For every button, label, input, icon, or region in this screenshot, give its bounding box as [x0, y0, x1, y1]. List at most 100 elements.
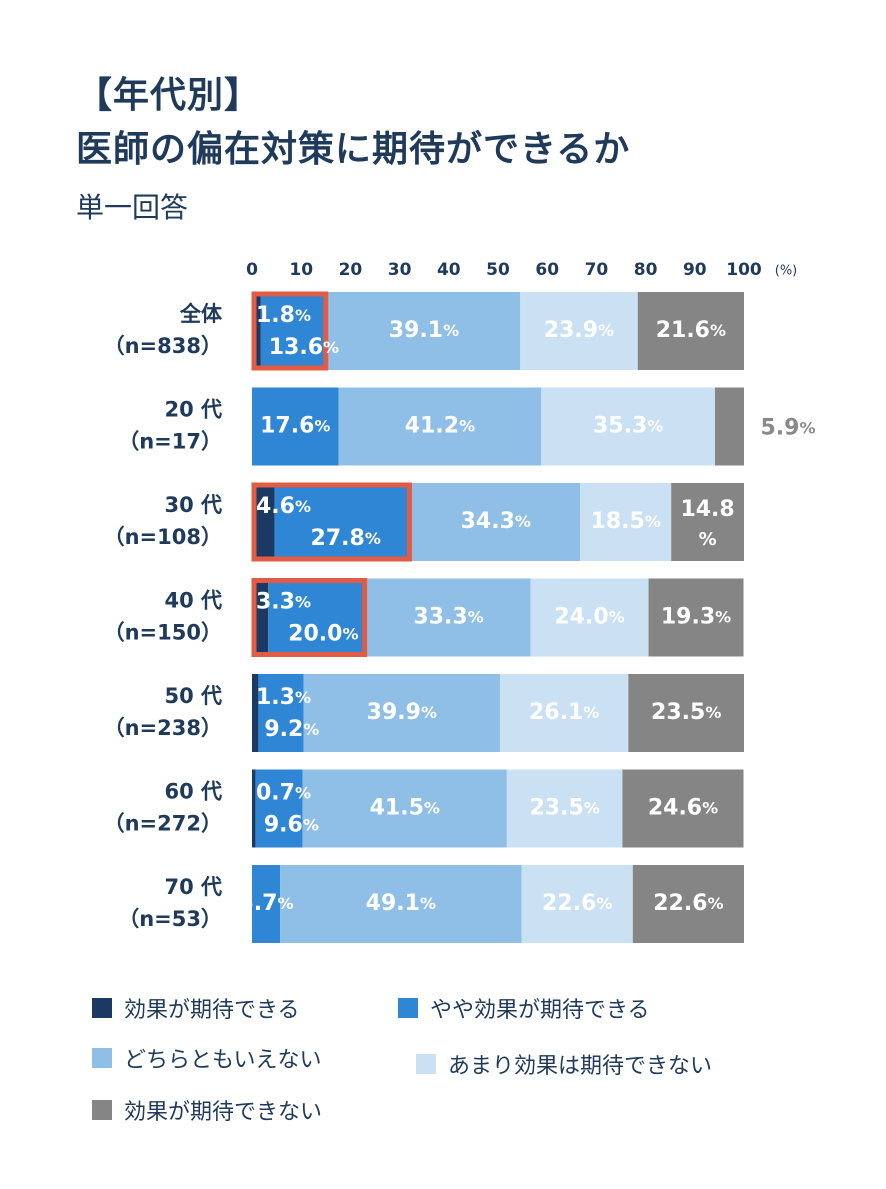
value-unit: % [645, 512, 661, 531]
value-label: 23.5% [651, 700, 721, 725]
value-unit: % [365, 529, 381, 548]
value-label: 13.6% [269, 335, 339, 360]
value-unit: % [609, 607, 625, 626]
value-unit: % [295, 592, 311, 611]
value-unit: % [314, 416, 330, 435]
value-unit: % [468, 607, 484, 626]
x-axis-unit: (%) [775, 264, 798, 279]
x-tick-label: 10 [289, 260, 313, 280]
bar-segment [520, 292, 638, 370]
value-label: 23.5% [530, 796, 600, 821]
value-unit: % [295, 306, 311, 325]
x-tick-label: 60 [535, 260, 559, 280]
value-label: 22.6% [542, 891, 612, 916]
value-unit: % [584, 798, 600, 817]
title-line-2: 医師の偏在対策に期待ができるか [76, 129, 631, 170]
value-label: 3.3% [256, 590, 311, 615]
value-unit: % [295, 497, 311, 516]
bar-segment [648, 578, 744, 657]
bar-segment [541, 387, 715, 466]
bar-segment [252, 865, 281, 943]
bar-segment [255, 769, 303, 848]
bar-segment [327, 292, 521, 370]
x-tick-label: 80 [634, 260, 658, 280]
legend-item-not-effective: 効果が期待できない [92, 1094, 322, 1126]
highlight-box [251, 291, 329, 371]
legend-label: どちらともいえない [124, 1048, 322, 1073]
category-sample-size: （n=838） [104, 334, 222, 358]
legend-swatch [416, 1054, 436, 1074]
value-unit: % [647, 416, 663, 435]
legend-item-effective: 効果が期待できる [92, 992, 300, 1024]
value-label: 49.1% [366, 891, 436, 916]
category-label: 30 代 [164, 493, 222, 517]
category-sample-size: （n=53） [118, 907, 222, 931]
value-label: 24.6% [648, 796, 718, 821]
value-unit: % [443, 321, 459, 340]
bar-segment [632, 865, 744, 943]
bar-segment [530, 578, 649, 657]
value-label: 35.3% [593, 414, 663, 439]
category-label: 50 代 [164, 684, 222, 708]
x-tick-label: 30 [388, 260, 412, 280]
category-label: 70 代 [164, 875, 222, 899]
value-label: 33.3% [413, 605, 483, 630]
value-unit: % [424, 798, 440, 817]
legend-label: 効果が期待できない [124, 1100, 323, 1125]
value-unit: % [702, 798, 718, 817]
category-label: 全体 [179, 302, 223, 326]
value-unit: % [295, 783, 311, 802]
bar-segment [714, 387, 744, 466]
value-label: 18.5% [591, 509, 661, 534]
legend-swatch [92, 998, 112, 1018]
bar-segment [521, 865, 633, 943]
value-label: 39.9% [367, 700, 437, 725]
legend-item-not-very-effective: あまり効果は期待できない [416, 1048, 712, 1080]
bar-segment [268, 578, 367, 657]
highlight-box [251, 578, 368, 657]
bar-segment [252, 674, 259, 752]
bar-segment [366, 578, 531, 657]
value-unit: % [705, 703, 721, 722]
value-unit: % [295, 688, 311, 707]
value-unit: % [515, 512, 531, 531]
legend-label: やや効果が期待できる [430, 998, 650, 1023]
value-unit: % [303, 720, 319, 739]
x-tick-label: 20 [339, 260, 363, 280]
value-label: 41.5% [370, 796, 440, 821]
value-unit: % [459, 416, 475, 435]
category-sample-size: （n=108） [104, 525, 222, 549]
category-label: 20 代 [164, 398, 222, 422]
x-tick-label: 50 [486, 260, 510, 280]
bar-segment [252, 387, 339, 466]
bar-segment [622, 769, 744, 848]
value-unit: % [598, 321, 614, 340]
bar-segment [580, 483, 672, 561]
subtitle: 単一回答 [76, 191, 189, 224]
value-unit: % [596, 894, 612, 913]
category-sample-size: （n=238） [104, 716, 222, 740]
legend-label: 効果が期待できる [124, 998, 300, 1023]
value-unit: % [799, 418, 815, 437]
x-tick-label: 40 [437, 260, 461, 280]
bar-segment [252, 769, 256, 848]
value-label: 27.8% [311, 526, 381, 551]
value-label: 0.7% [256, 781, 311, 806]
legend-swatch [398, 998, 418, 1018]
value-unit: % [699, 529, 717, 550]
legend-swatch [92, 1100, 112, 1120]
value-unit: % [715, 607, 731, 626]
value-label: 17.6% [260, 414, 330, 439]
bar-segment [252, 483, 275, 561]
bar-segment [280, 865, 522, 943]
value-label: 20.0% [288, 622, 358, 647]
legend-label: あまり効果は期待できない [448, 1054, 713, 1079]
value-unit: % [421, 703, 437, 722]
value-label: 9.6% [264, 813, 319, 838]
legend-item-somewhat-effective: やや効果が期待できる [398, 992, 650, 1024]
value-label: 4.6% [256, 494, 311, 519]
value-label-outside: 5.9% [760, 416, 815, 441]
value-label: 24.0% [554, 605, 624, 630]
bar-segment [411, 483, 581, 561]
